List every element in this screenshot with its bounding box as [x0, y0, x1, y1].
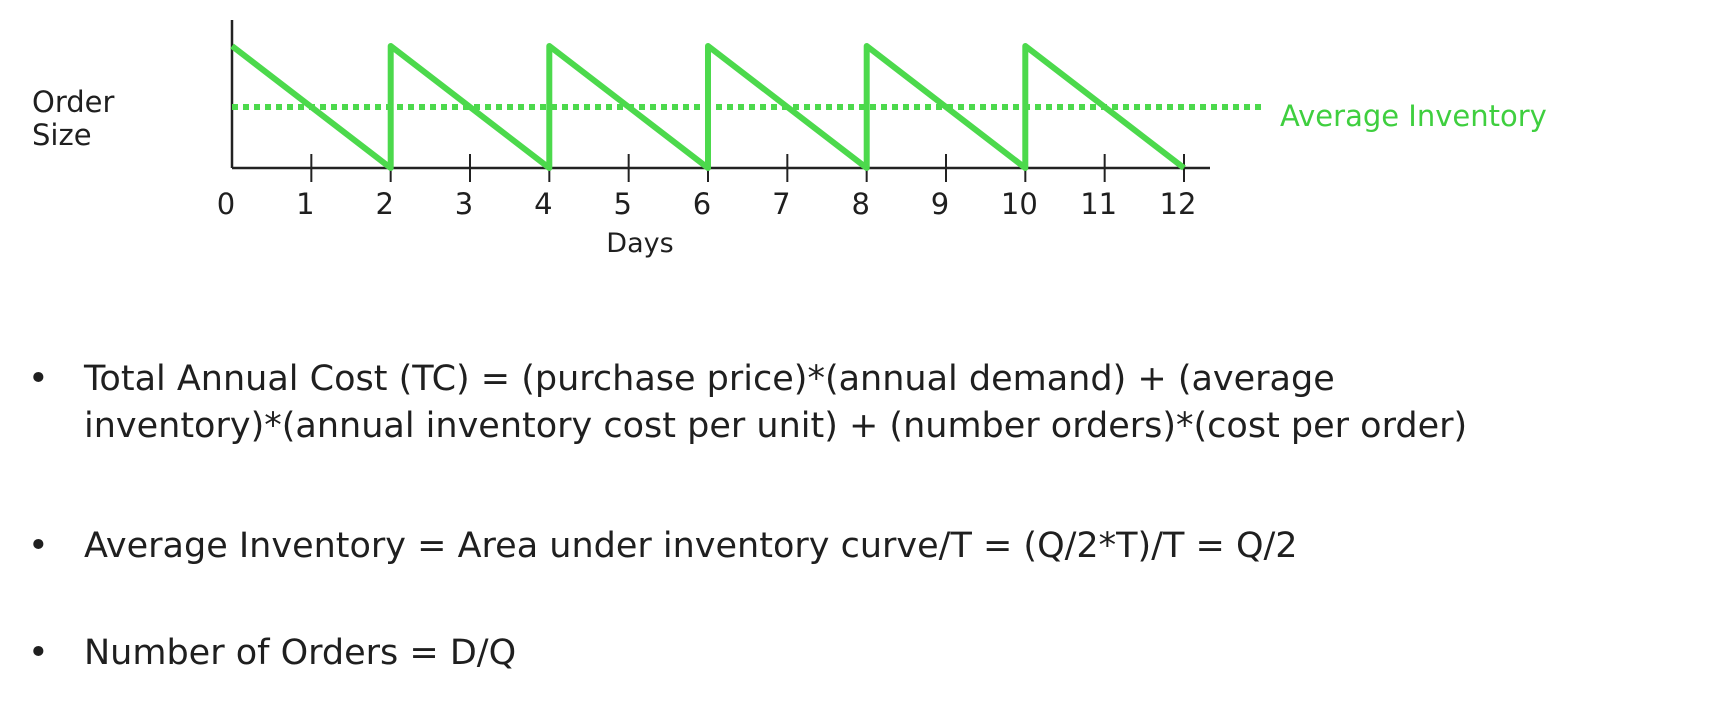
inventory-chart: 0 1 2 3 4 5 6 7 8 9 10 11 12 Days Average Inventory [217, 20, 1547, 259]
x-tick-label: 9 [931, 187, 949, 221]
x-tick-label: 10 [1001, 187, 1038, 221]
x-tick-label: 8 [851, 187, 869, 221]
x-tick-label: 11 [1080, 187, 1117, 221]
x-tick-label: 1 [296, 187, 314, 221]
average-inventory-formula: Average Inventory = Area under inventory… [84, 526, 1298, 566]
x-tick-label: 5 [613, 187, 631, 221]
y-axis-label: Order Size [32, 85, 115, 152]
x-tick-label: 3 [455, 187, 473, 221]
x-tick-label: 6 [693, 187, 711, 221]
x-axis-label: Days [606, 228, 673, 259]
bullet-icon: • [28, 359, 49, 399]
series-layer [230, 43, 1262, 171]
x-tick-label: 0 [217, 187, 235, 221]
x-tick-label: 2 [375, 187, 393, 221]
total-annual-cost-line-2: inventory)*(annual inventory cost per un… [84, 406, 1468, 446]
x-tick-label: 4 [534, 187, 552, 221]
number-of-orders-formula: Number of Orders = D/Q [84, 633, 517, 673]
x-tick-label: 7 [772, 187, 790, 221]
average-inventory-label: Average Inventory [1280, 99, 1547, 133]
x-tick-label: 12 [1160, 187, 1197, 221]
bullet-icon: • [28, 633, 49, 673]
total-annual-cost-line-1: Total Annual Cost (TC) = (purchase price… [84, 359, 1335, 399]
axes [230, 20, 1210, 170]
bullet-icon: • [28, 526, 49, 566]
